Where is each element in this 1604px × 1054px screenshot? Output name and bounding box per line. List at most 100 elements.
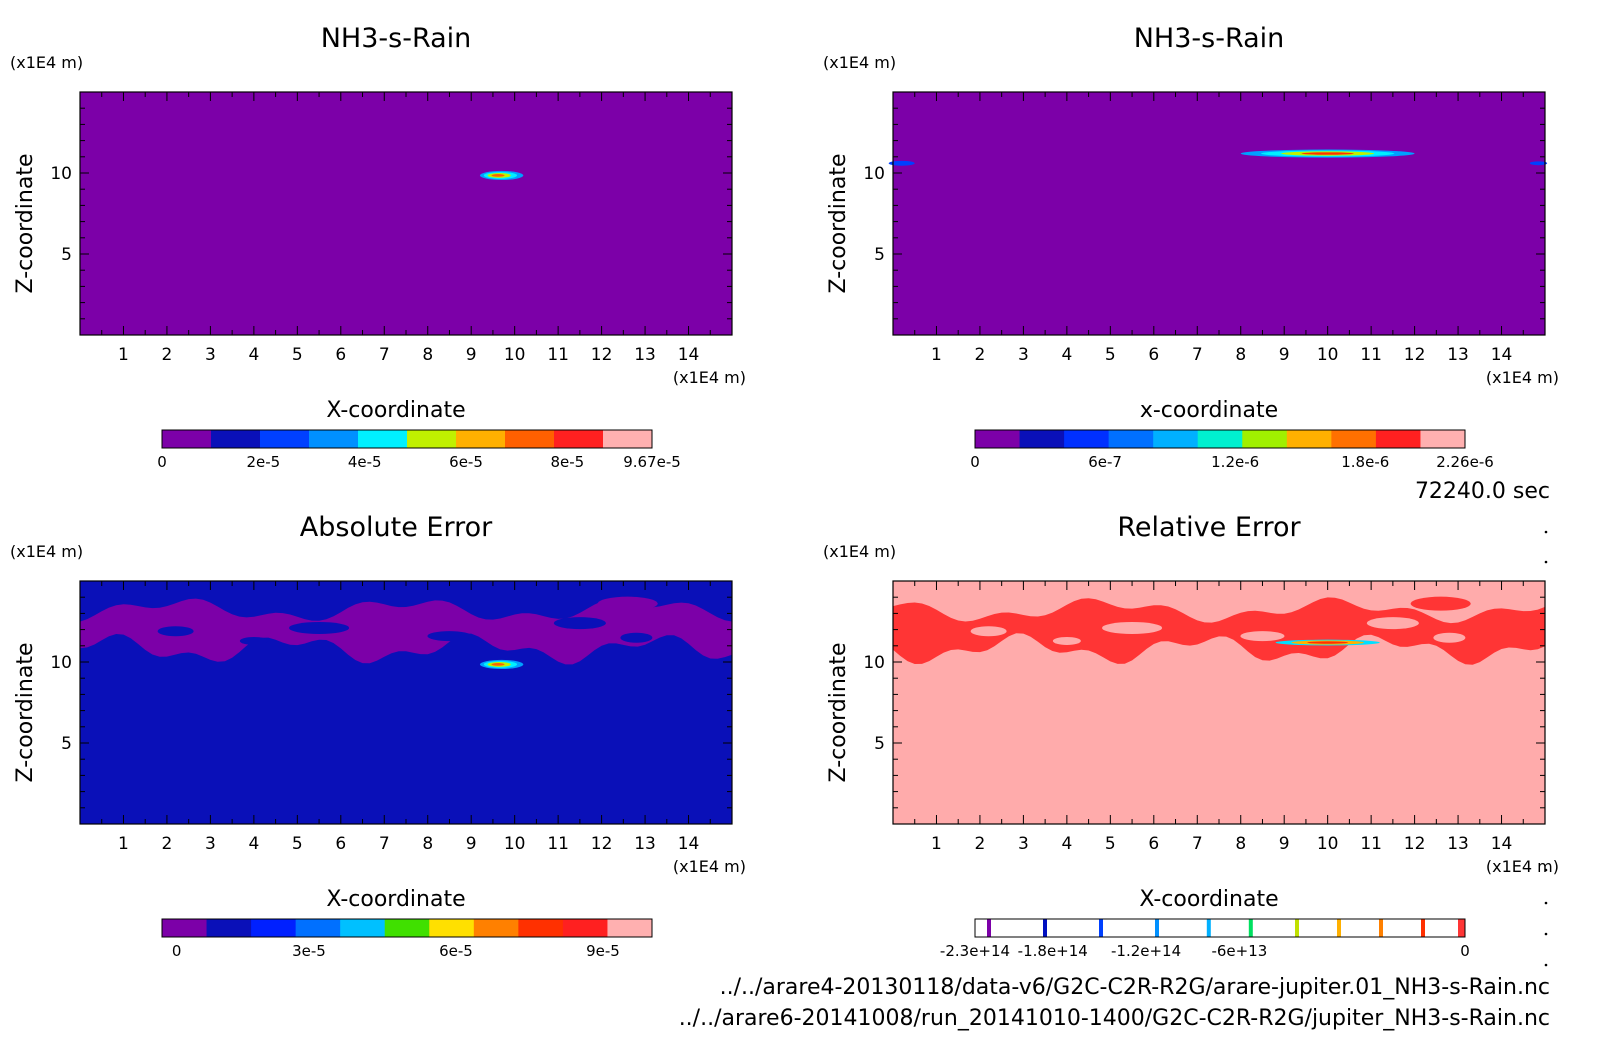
y-axis-label: Z-coordinate: [826, 643, 851, 783]
x-tick-label: 9: [466, 345, 477, 365]
y-unit-label: (x1E4 m): [10, 542, 83, 561]
error-band-gap: [620, 632, 653, 643]
x-unit-label: (x1E4 m): [1486, 857, 1559, 876]
x-tick-label: 14: [678, 834, 700, 854]
x-tick-label: 5: [292, 345, 303, 365]
colorbar-segment: [505, 430, 555, 448]
x-tick-label: 12: [1404, 345, 1426, 365]
x-tick-label: 1: [931, 834, 942, 854]
x-tick-label: 5: [1105, 345, 1116, 365]
error-band-patch: [597, 596, 658, 611]
colorbar-segment: [1019, 430, 1065, 448]
colorbar-segment: [456, 430, 506, 448]
y-axis-label: Z-coordinate: [826, 154, 851, 294]
colorbar-contour-line: [1206, 919, 1211, 937]
colorbar-segment: [1242, 430, 1288, 448]
error-band: [893, 596, 1545, 665]
colorbar: 0 6e-7 1.2e-6 1.8e-6 2.26e-6: [970, 429, 1494, 471]
x-axis-label: x-coordinate: [1140, 398, 1278, 423]
error-band-gap: [1052, 636, 1081, 645]
x-tick-label: 11: [547, 834, 569, 854]
x-tick-label: 6: [1148, 345, 1159, 365]
x-tick-label: 3: [1018, 834, 1029, 854]
colorbar-segment: [260, 430, 310, 448]
feature-1: [479, 170, 524, 180]
colorbar-segment: [562, 919, 608, 937]
plot-background: [893, 92, 1545, 335]
colorbar-contour-line: [1099, 919, 1103, 937]
colorbar-tick-label: -2.3e+14: [940, 942, 1010, 960]
colorbar-segment: [211, 430, 261, 448]
x-tick-label: 8: [1235, 834, 1246, 854]
feature-contour: [491, 663, 505, 666]
colorbar-tick-label: 1.2e-6: [1211, 453, 1259, 471]
error-band-gap: [1366, 617, 1419, 630]
x-tick-label: 2: [162, 345, 173, 365]
feature-contour: [888, 160, 915, 166]
x-tick-label: 3: [205, 834, 216, 854]
colorbar-tick-label: -1.2e+14: [1111, 942, 1181, 960]
colorbar-tick-label: 2.26e-6: [1436, 453, 1494, 471]
y-tick-label: 5: [874, 734, 885, 754]
colorbar-segment: [975, 430, 1021, 448]
feature-1: [479, 659, 524, 669]
colorbar-contour-line: [1421, 919, 1425, 937]
colorbar-segment: [340, 919, 386, 937]
x-tick-label: 14: [678, 345, 700, 365]
colorbar-tick-label: 6e-5: [449, 453, 483, 471]
y-tick-label: 10: [863, 164, 885, 184]
x-tick-label: 4: [1061, 345, 1072, 365]
x-tick-label: 9: [1279, 834, 1290, 854]
colorbar-frame: [974, 429, 1466, 449]
colorbar-tick-label: 9e-5: [586, 942, 620, 960]
feature-1: [1275, 639, 1380, 646]
colorbar-segment: [1197, 430, 1243, 448]
error-band-region: [80, 598, 732, 665]
colorbar-tick-label: 1.8e-6: [1341, 453, 1389, 471]
error-band-gap: [289, 621, 350, 634]
colorbar-segment: [473, 919, 519, 937]
colorbar-segment: [607, 919, 653, 937]
colorbar-segment: [1286, 430, 1332, 448]
x-unit-label: (x1E4 m): [673, 368, 746, 387]
error-band-gap: [1102, 621, 1163, 634]
error-band-region: [893, 597, 1545, 665]
x-tick-label: 1: [118, 345, 129, 365]
colorbar-segment: [162, 430, 212, 448]
x-axis-label: X-coordinate: [326, 398, 465, 423]
chart-title: NH3-s-Rain: [321, 23, 472, 54]
chart-title: NH3-s-Rain: [1134, 23, 1285, 54]
x-tick-label: 11: [1360, 345, 1382, 365]
colorbar-segment: [1108, 430, 1154, 448]
colorbar: -2.3e+14 -1.8e+14 -1.2e+14 -6e+13 0: [940, 918, 1470, 960]
colorbar-segment: [1420, 430, 1466, 448]
feature-3: [1529, 161, 1548, 166]
x-tick-label: 3: [205, 345, 216, 365]
x-tick-label: 9: [1279, 345, 1290, 365]
x-tick-label: 10: [504, 834, 526, 854]
colorbar-contour-line: [987, 919, 991, 937]
colorbar-segment: [518, 919, 564, 937]
y-unit-label: (x1E4 m): [823, 53, 896, 72]
x-tick-label: 7: [379, 834, 390, 854]
colorbar: 0 2e-5 4e-5 6e-5 8e-5 9.67e-5: [157, 429, 681, 471]
colorbar-contour-line: [1295, 919, 1299, 937]
error-band-gap: [427, 631, 472, 642]
feature-contour: [1301, 152, 1354, 155]
time-label: 72240.0 sec: [1415, 479, 1550, 504]
x-tick-label: 12: [1404, 834, 1426, 854]
x-tick-label: 6: [335, 345, 346, 365]
x-tick-label: 14: [1491, 345, 1513, 365]
x-tick-label: 5: [292, 834, 303, 854]
colorbar: 0 3e-5 6e-5 9e-5: [161, 918, 653, 960]
x-tick-label: 7: [1192, 345, 1203, 365]
colorbar-tick-label: 8e-5: [551, 453, 585, 471]
x-tick-label: 9: [466, 834, 477, 854]
colorbar-segment: [429, 919, 475, 937]
y-tick-label: 5: [61, 245, 72, 265]
x-tick-label: 6: [1148, 834, 1159, 854]
x-tick-label: 10: [1317, 834, 1339, 854]
